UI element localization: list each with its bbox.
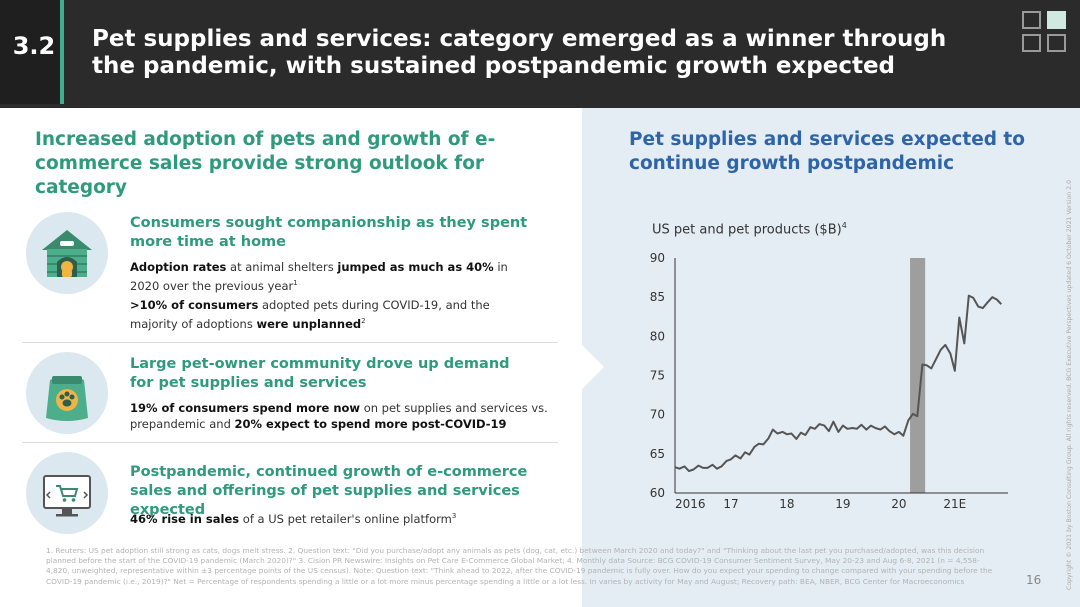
logo-square — [1022, 34, 1041, 52]
x-tick-label: 19 — [835, 497, 850, 511]
x-tick-label: 21E — [943, 497, 966, 511]
divider — [22, 442, 558, 443]
text-bold: 20% expect to spend more post-COVID-19 — [234, 417, 507, 431]
text-bold: jumped as much as 40% — [337, 260, 494, 274]
text-bold: Adoption rates — [130, 260, 227, 274]
divider — [22, 342, 558, 343]
block-2-title: Large pet-owner community drove up deman… — [130, 356, 510, 391]
panel-arrow — [582, 345, 604, 389]
page-title: Pet supplies and services: category emer… — [92, 26, 947, 79]
text: of a US pet retailer's online platform — [239, 511, 452, 526]
copyright-notice: Copyright © 2021 by Boston Consulting Gr… — [1066, 179, 1073, 590]
pet-food-bag-icon — [26, 352, 108, 434]
x-tick-label: 20 — [891, 497, 906, 511]
y-tick-label: 90 — [650, 251, 665, 265]
logo-square — [1022, 11, 1041, 29]
chart-ylabel: US pet and pet products ($B)4 — [652, 221, 847, 237]
footnote-ref: 3 — [451, 512, 457, 520]
footnotes: 1. Reuters: US pet adoption still strong… — [46, 546, 993, 586]
text: in 2020 over the previous year — [130, 260, 508, 293]
section-badge: 3.2 — [0, 0, 64, 104]
ylabel-text: US pet and pet products ($B) — [652, 222, 842, 238]
right-heading: Pet supplies and services expected to co… — [629, 129, 1025, 174]
x-tick-label: 17 — [723, 497, 738, 511]
left-heading: Increased adoption of pets and growth of… — [35, 129, 496, 198]
chart-panel-background — [582, 108, 1080, 607]
text-bold: 46% rise in sales — [130, 511, 240, 526]
block-1-paragraph-2: >10% of consumers adopted pets during CO… — [130, 297, 530, 332]
logo-square — [1047, 11, 1066, 29]
online-shopping-icon — [26, 452, 108, 534]
text-bold: >10% of consumers — [130, 298, 259, 312]
section-number: 3.2 — [12, 32, 56, 60]
y-tick-label: 80 — [650, 329, 665, 343]
doghouse-icon — [26, 212, 108, 294]
chart-svg: 90 85 80 75 70 65 60 2016 17 18 19 20 21E — [650, 251, 1008, 511]
page-number: 16 — [1026, 573, 1042, 587]
text: at animal shelters — [226, 260, 338, 274]
block-1-title: Consumers sought companionship as they s… — [130, 215, 528, 250]
x-tick-label: 2016 — [675, 497, 706, 511]
footnote-ref: 2 — [361, 317, 366, 325]
logo-grid-icon — [1022, 11, 1068, 53]
block-1-paragraph-1: Adoption rates at animal shelters jumped… — [130, 259, 530, 294]
line-chart: US pet and pet products ($B)4 90 85 80 75 70… — [640, 215, 1020, 515]
text: adopted pets during COVID-19, and the ma… — [130, 298, 490, 331]
block-3-paragraph-1: 46% rise in sales of a US pet retailer's… — [130, 508, 550, 527]
text: on pet supplies and services vs. prepand… — [130, 401, 548, 431]
y-tick-label: 60 — [650, 486, 665, 500]
series-line — [674, 294, 1003, 473]
y-tick-label: 70 — [650, 408, 665, 422]
block-3-title: Postpandemic, continued growth of e-comm… — [130, 464, 528, 518]
logo-square — [1047, 34, 1066, 52]
y-tick-label: 85 — [650, 290, 665, 304]
y-tick-label: 65 — [650, 447, 665, 461]
block-2-paragraph-1: 19% of consumers spend more now on pet s… — [130, 400, 550, 432]
footnote-ref: 1 — [293, 279, 298, 287]
text-bold: were unplanned — [256, 316, 362, 331]
text-bold: 19% of consumers spend more now — [130, 401, 361, 415]
pandemic-highlight-band — [910, 258, 926, 493]
footnote-ref: 4 — [841, 221, 847, 230]
y-tick-label: 75 — [650, 369, 665, 383]
header-bar: 3.2 Pet supplies and services: category … — [0, 0, 1080, 108]
x-tick-label: 18 — [779, 497, 794, 511]
